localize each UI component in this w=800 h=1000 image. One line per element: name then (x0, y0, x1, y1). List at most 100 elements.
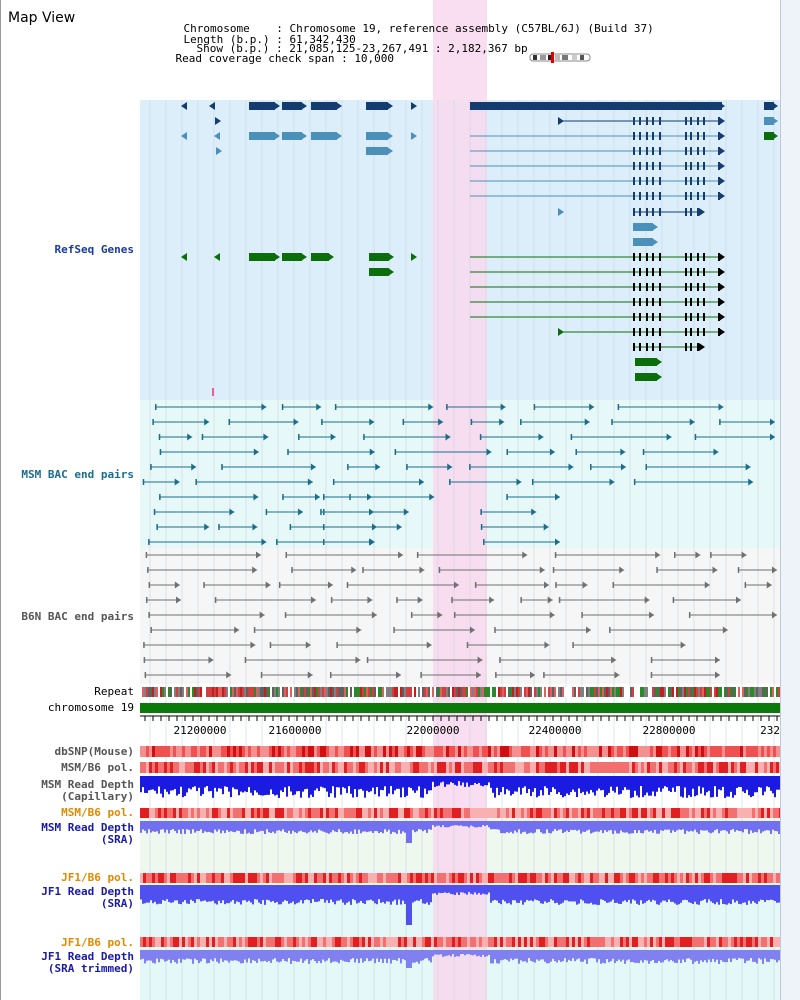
jf1-b6-pol-cell (656, 873, 659, 883)
track-label-jf1-depth-sra[interactable]: JF1 Read Depth (SRA) (41, 885, 134, 910)
right-scrollbar[interactable] (780, 0, 800, 1000)
msm-sra-depth-bar (246, 821, 248, 834)
msm-b6-pol-cell (218, 762, 221, 773)
bac-end (741, 551, 747, 559)
exon-block (635, 373, 657, 381)
jf1-trimmed-depth-bar (248, 950, 250, 959)
jf1-sra-depth-bar (412, 885, 414, 903)
jf1-b6-pol2-cell (518, 937, 521, 947)
dbsnp-cell (245, 746, 248, 757)
msm-b6-pol2-cell (659, 808, 662, 818)
msm-sra-depth-bar (392, 821, 394, 832)
jf1-sra-depth-bar (698, 885, 700, 905)
msm-capillary-depth-bar (434, 776, 436, 787)
msm-b6-pol2-cell (509, 808, 512, 818)
strand-arrow (719, 268, 725, 276)
jf1-trimmed-depth-bar (662, 950, 664, 963)
msm-b6-pol-cell (251, 762, 254, 773)
msm-capillary-depth-bar (750, 776, 752, 798)
msm-b6-pol-cell (608, 762, 611, 773)
jf1-b6-pol2-cell (422, 937, 425, 947)
jf1-sra-depth-bar (166, 885, 168, 900)
exon-tick (685, 343, 687, 351)
msm-b6-pol2-cell (206, 808, 209, 818)
repeat-element (166, 687, 168, 697)
bac-end (316, 403, 322, 411)
bac-end (483, 539, 485, 545)
jf1-b6-pol-cell (458, 873, 461, 883)
jf1-b6-pol2-cell (293, 937, 296, 947)
jf1-sra-depth-bar (530, 885, 532, 901)
msm-b6-pol-cell (719, 762, 722, 773)
repeat-element (518, 687, 520, 697)
track-label-msm-depth-capillary[interactable]: MSM Read Depth (Capillary) (41, 778, 134, 803)
jf1-b6-pol2-cell (233, 937, 236, 947)
track-label-repeat[interactable]: Repeat (94, 685, 134, 698)
track-label-jf1-depth-trimmed[interactable]: JF1 Read Depth (SRA trimmed) (41, 950, 134, 975)
repeat-element (256, 687, 258, 697)
jf1-b6-pol-cell (425, 873, 428, 883)
jf1-b6-pol-cell (776, 873, 779, 883)
dbsnp-cell (224, 746, 227, 757)
msm-b6-pol2-cell (692, 808, 695, 818)
msm-sra-depth-bar (646, 821, 648, 830)
jf1-b6-pol-cell (221, 873, 224, 883)
repeat-element (560, 687, 562, 697)
msm-sra-depth-bar (416, 821, 418, 832)
track-label-msm-b6-pol-2[interactable]: MSM/B6 pol. (61, 806, 134, 819)
jf1-trimmed-depth-bar (324, 950, 326, 962)
track-label-refseq[interactable]: RefSeq Genes (54, 243, 134, 256)
repeat-element (254, 687, 256, 697)
jf1-b6-pol-cell (149, 873, 152, 883)
track-label-dbsnp[interactable]: dbSNP(Mouse) (54, 745, 134, 758)
exon-tick (646, 253, 648, 261)
exon-tick (659, 343, 661, 351)
msm-sra-depth-bar (454, 821, 456, 826)
msm-b6-pol2-cell (563, 808, 566, 818)
exon-arrow (274, 132, 280, 140)
exon-tick (690, 283, 692, 291)
bac-end (438, 567, 441, 573)
exon-arrow (301, 253, 307, 261)
jf1-b6-pol2-cell (284, 937, 287, 947)
jf1-b6-pol2-cell (236, 937, 239, 947)
msm-capillary-depth-bar (340, 776, 342, 795)
jf1-b6-pol-cell (716, 873, 719, 883)
jf1-trimmed-depth-bar (690, 950, 692, 960)
msm-sra-depth-bar (676, 821, 678, 831)
track-label-msm-depth-sra[interactable]: MSM Read Depth (SRA) (41, 821, 134, 846)
jf1-b6-pol-cell (599, 873, 602, 883)
repeat-element (292, 687, 294, 697)
repeat-element (638, 687, 640, 697)
jf1-b6-pol-cell (317, 873, 320, 883)
track-label-b6n-bac[interactable]: B6N BAC end pairs (21, 610, 134, 623)
jf1-sra-depth-bar (182, 885, 184, 902)
msm-b6-pol2-cell (743, 808, 746, 818)
msm-capillary-depth-bar (764, 776, 766, 792)
jf1-b6-pol-cell (362, 873, 365, 883)
track-label-jf1-b6-pol-2[interactable]: JF1/B6 pol. (61, 936, 134, 949)
gene-bar (470, 102, 722, 110)
msm-b6-pol2-cell (497, 808, 500, 818)
track-label-msm-bac[interactable]: MSM BAC end pairs (21, 468, 134, 481)
ideogram-band (533, 55, 537, 60)
jf1-sra-depth-bar (280, 885, 282, 905)
msm-b6-pol2-cell (239, 808, 242, 818)
jf1-b6-pol-cell (677, 873, 680, 883)
msm-sra-depth-bar (540, 821, 542, 833)
msm-b6-pol2-cell (740, 808, 743, 818)
bac-end (689, 418, 695, 426)
track-label-chromosome[interactable]: chromosome 19 (47, 701, 134, 714)
msm-capillary-depth-bar (732, 776, 734, 798)
jf1-trimmed-depth-bar (554, 950, 556, 962)
jf1-b6-pol2-cell (440, 937, 443, 947)
jf1-sra-depth-bar (650, 885, 652, 902)
track-label-jf1-b6-pol[interactable]: JF1/B6 pol. (61, 871, 134, 884)
msm-capillary-depth-bar (452, 776, 454, 784)
dbsnp-cell (383, 746, 386, 757)
msm-b6-pol2-cell (551, 808, 554, 818)
dbsnp-cell (605, 746, 608, 757)
repeat-element (748, 687, 750, 697)
track-label-msm-b6-pol[interactable]: MSM/B6 pol. (61, 761, 134, 774)
